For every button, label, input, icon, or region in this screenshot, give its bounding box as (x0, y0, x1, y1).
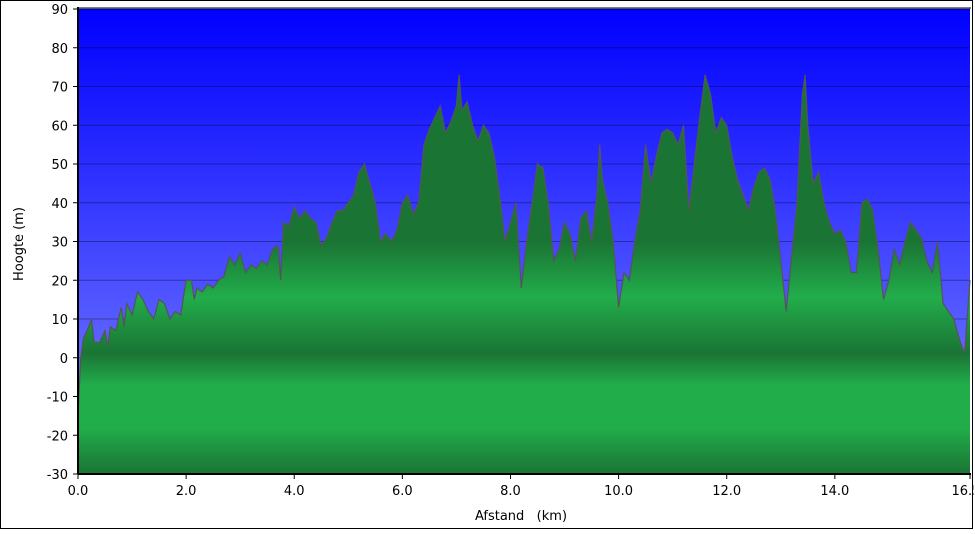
x-tick-label: 12.0 (712, 484, 741, 499)
y-tick-label: 20 (51, 274, 68, 289)
y-tick-label: 10 (51, 313, 68, 328)
x-tick-label: 6.0 (392, 484, 413, 499)
x-tick-label: 10.0 (604, 484, 633, 499)
y-tick-label: 80 (51, 42, 68, 57)
y-tick-label: 60 (51, 119, 68, 134)
y-tick-label: 70 (51, 81, 68, 96)
axes: 90 80 70 60 50 40 30 20 10 0 -10 -20 -300.0 2.0 4.0 6.0… (47, 3, 975, 499)
elevation-area (78, 74, 970, 475)
x-tick-label: 4.0 (284, 484, 305, 499)
y-tick-label: -30 (47, 468, 68, 483)
x-tick-label: 16.5 (952, 484, 974, 499)
y-tick-label: 30 (51, 236, 68, 251)
y-tick-label: 90 (51, 3, 68, 18)
x-axis-label: Afstand (km) (475, 509, 567, 524)
x-tick-label: 0.0 (68, 484, 89, 499)
y-tick-label: 50 (51, 158, 68, 173)
x-tick-label: 8.0 (500, 484, 521, 499)
y-tick-label: -10 (47, 391, 68, 406)
x-tick-label: 14.0 (820, 484, 849, 499)
y-axis-label: Hoogte (m) (12, 207, 27, 281)
y-tick-label: 40 (51, 197, 68, 212)
y-tick-label: 0 (60, 352, 68, 367)
x-tick-label: 2.0 (176, 484, 197, 499)
elevation-outline (77, 74, 971, 416)
y-tick-label: -20 (47, 429, 68, 444)
